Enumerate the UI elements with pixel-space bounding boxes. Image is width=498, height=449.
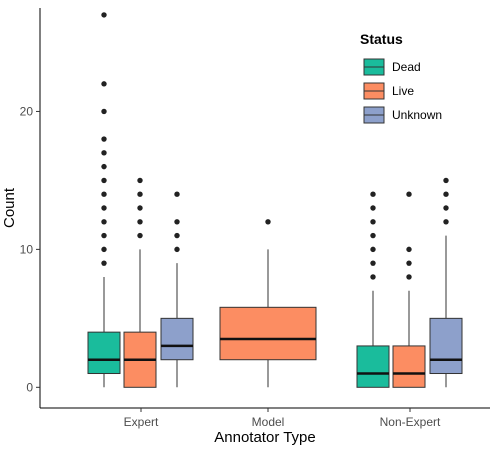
outlier-point — [370, 205, 376, 211]
outlier-point — [406, 274, 412, 280]
x-tick-label: Expert — [124, 415, 159, 429]
outlier-point — [443, 177, 449, 184]
box-iqr — [219, 306, 317, 361]
x-axis-ticks: Expert Model Non-Expert — [124, 408, 441, 429]
outlier-point — [370, 232, 376, 239]
outlier-point — [174, 191, 180, 197]
outlier-point — [370, 274, 376, 280]
y-tick-label: 10 — [20, 242, 34, 256]
outlier-point — [101, 205, 107, 211]
box-iqr — [87, 331, 121, 375]
box-live-non-expert — [392, 191, 426, 388]
outlier-point — [101, 150, 107, 156]
outlier-point — [443, 205, 449, 211]
legend-title: Status — [360, 31, 403, 47]
outlier-point — [370, 219, 376, 225]
y-axis-title: Count — [1, 187, 18, 228]
outlier-point — [137, 191, 143, 197]
outlier-point — [101, 136, 107, 142]
outlier-point — [174, 246, 180, 253]
box-dead-non-expert — [356, 191, 390, 388]
outlier-point — [174, 232, 180, 239]
x-tick-label: Non-Expert — [380, 415, 441, 429]
box-live-model — [219, 219, 317, 388]
legend-items: Dead Live Unknown — [363, 58, 442, 124]
legend-label-dead: Dead — [392, 60, 421, 74]
legend-label-live: Live — [392, 84, 414, 98]
outlier-point — [406, 260, 412, 266]
outlier-point — [101, 260, 107, 266]
outlier-point — [137, 219, 143, 225]
box-live-expert — [123, 177, 157, 388]
outlier-point — [101, 191, 107, 197]
x-tick-label: Model — [252, 415, 285, 429]
outlier-point — [137, 205, 143, 211]
outlier-point — [101, 177, 107, 184]
outlier-point — [406, 191, 412, 197]
outlier-point — [101, 108, 107, 115]
outlier-point — [101, 163, 107, 170]
box-series — [87, 12, 463, 388]
outlier-point — [370, 191, 376, 197]
box-unknown-expert — [160, 191, 194, 388]
outlier-point — [174, 219, 180, 225]
box-iqr — [160, 317, 194, 361]
outlier-point — [101, 232, 107, 239]
box-dead-expert — [87, 12, 121, 388]
outlier-point — [101, 81, 107, 87]
box-iqr — [429, 317, 463, 375]
outlier-point — [101, 12, 107, 18]
x-axis-title: Annotator Type — [214, 429, 315, 446]
box-unknown-non-expert — [429, 177, 463, 388]
box-iqr — [356, 345, 390, 388]
outlier-point — [101, 219, 107, 225]
y-tick-label: 20 — [20, 104, 34, 118]
outlier-point — [101, 246, 107, 253]
legend-label-unknown: Unknown — [392, 108, 442, 122]
outlier-point — [370, 246, 376, 253]
legend: Status Dead Live Unknown — [360, 31, 442, 124]
plot-panel — [39, 8, 490, 409]
y-tick-label: 0 — [26, 380, 33, 394]
outlier-point — [265, 219, 271, 225]
y-axis-ticks: 0 10 20 — [20, 104, 40, 394]
box-iqr — [392, 345, 426, 388]
outlier-point — [406, 246, 412, 253]
outlier-point — [137, 177, 143, 184]
outlier-point — [370, 260, 376, 266]
outlier-point — [137, 232, 143, 239]
outlier-point — [443, 191, 449, 197]
outlier-point — [443, 219, 449, 225]
